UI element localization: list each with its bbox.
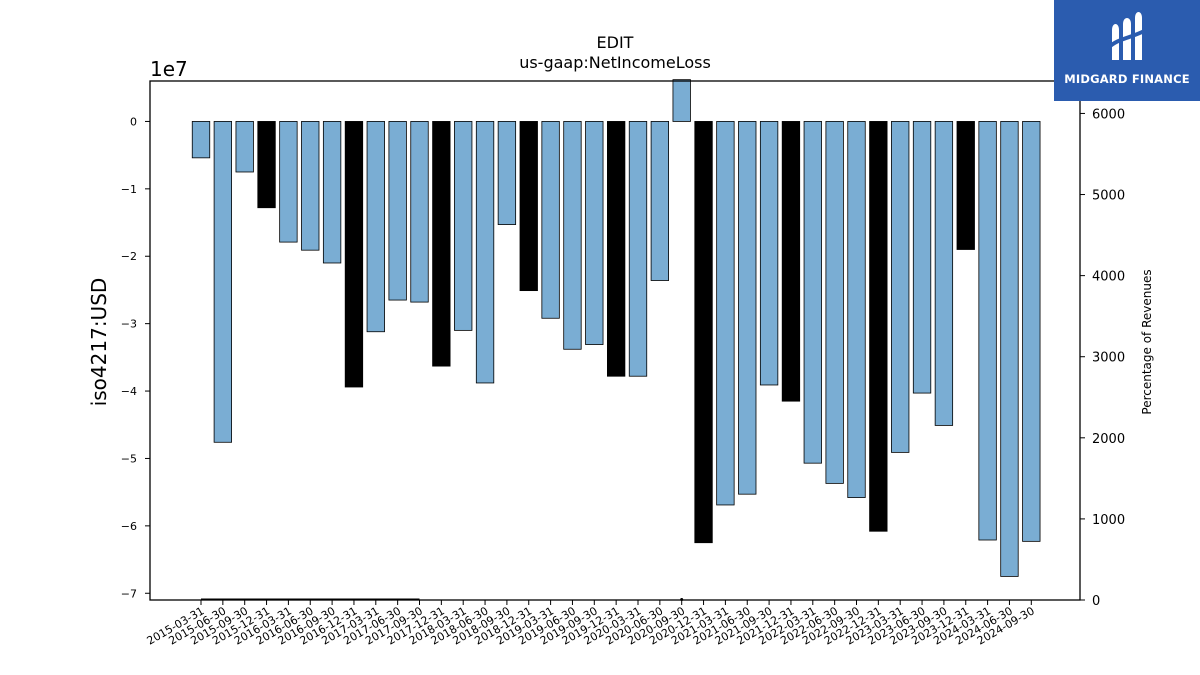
bar-2015-12-31: [257, 121, 276, 209]
bar-2020-03-31: [628, 121, 648, 377]
midgard-logo-icon: [1104, 8, 1150, 70]
bar-2019-12-31: [607, 121, 626, 377]
y2-tick-label: 5000: [1092, 189, 1125, 204]
y2-tick-label: 1000: [1092, 513, 1125, 528]
logo-text: MIDGARD FINANCE: [1064, 72, 1190, 86]
bar-2024-06-30: [1000, 121, 1019, 577]
y-tick-label: −4: [121, 385, 137, 398]
plot-frame: [149, 80, 1081, 601]
bar-2015-03-31: [191, 121, 211, 159]
bar-2022-03-31: [803, 121, 822, 464]
midgard-finance-logo: MIDGARD FINANCE: [1054, 0, 1200, 101]
bar-2018-06-30: [475, 121, 495, 384]
bar-2021-12-31: [781, 121, 801, 402]
bar-2017-12-31: [432, 121, 451, 367]
bar-2018-09-30: [497, 121, 517, 225]
bar-2020-06-30: [650, 121, 669, 281]
bar-2015-09-30: [235, 121, 254, 173]
bar-2017-06-30: [388, 121, 407, 301]
bar-2023-12-31: [956, 121, 975, 250]
bar-2020-09-30: [672, 79, 691, 122]
bar-2015-06-30: [213, 121, 233, 443]
y2-axis-label: Percentage of Revenues: [1140, 269, 1154, 414]
bar-2023-03-31: [891, 121, 910, 453]
y2-tick-label: 0: [1092, 594, 1100, 609]
y-tick-label: −3: [121, 318, 137, 331]
bar-2017-03-31: [366, 121, 385, 333]
bar-2023-09-30: [934, 121, 954, 426]
bar-2020-12-31: [694, 121, 713, 544]
y-axis-offset-label: 1e7: [150, 57, 188, 81]
bar-2021-03-31: [716, 121, 735, 506]
bar-2022-12-31: [869, 121, 888, 532]
y2-tick-label: 4000: [1092, 270, 1125, 285]
y-tick-label: −2: [121, 250, 137, 263]
bar-2018-03-31: [454, 121, 473, 331]
bar-2016-03-31: [279, 121, 298, 243]
bar-2024-03-31: [978, 121, 997, 541]
bar-2022-09-30: [847, 121, 866, 498]
bar-2019-09-30: [585, 121, 604, 345]
axes: 0 −1 −2 −3 −4 −5 −6 −7 0 1000 2000 3000 4000 5000 6000…: [121, 80, 1125, 648]
bar-2016-12-31: [344, 121, 364, 388]
y2-tick-label: 6000: [1092, 107, 1125, 122]
bar-2024-09-30: [1022, 121, 1041, 542]
bar-2019-06-30: [563, 121, 582, 350]
bar-2021-09-30: [759, 121, 779, 386]
bar-2019-03-31: [541, 121, 560, 319]
y-tick-label: −6: [121, 520, 137, 533]
chart-title: EDIT: [597, 33, 634, 52]
bar-2018-12-31: [519, 121, 538, 292]
bar-2016-06-30: [301, 121, 320, 251]
bar-2016-09-30: [322, 121, 342, 264]
chart-subtitle: us-gaap:NetIncomeLoss: [519, 53, 711, 72]
y2-tick-label: 2000: [1092, 432, 1125, 447]
bar-series: [191, 79, 1041, 577]
bar-2021-06-30: [738, 121, 757, 495]
bar-2017-09-30: [410, 121, 429, 303]
y2-tick-label: 3000: [1092, 351, 1125, 366]
y-tick-label: −1: [121, 183, 137, 196]
y-axis-label: iso4217:USD: [87, 278, 111, 407]
y-tick-label: −7: [121, 587, 137, 600]
bar-2023-06-30: [912, 121, 932, 394]
y-tick-label: −5: [121, 452, 137, 465]
bar-2022-06-30: [825, 121, 844, 484]
y-tick-label: 0: [130, 115, 137, 128]
